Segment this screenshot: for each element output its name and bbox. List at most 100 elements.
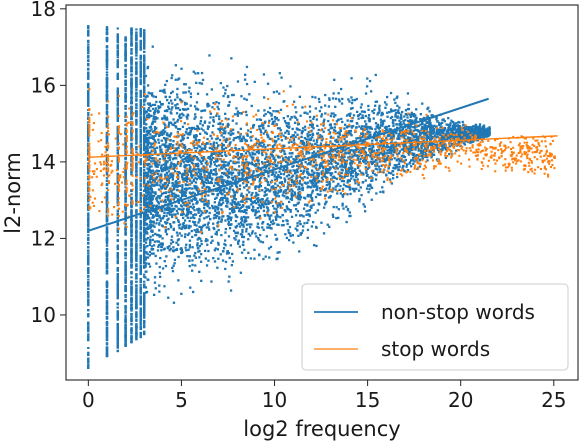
data-point	[329, 174, 333, 177]
data-point	[421, 153, 425, 157]
data-point	[255, 191, 258, 195]
data-point	[135, 179, 138, 182]
data-point	[124, 198, 127, 200]
data-point	[344, 149, 347, 152]
data-point	[143, 122, 146, 125]
data-point	[209, 116, 212, 119]
data-point	[212, 141, 215, 144]
data-point	[377, 131, 381, 134]
data-point	[143, 120, 146, 123]
data-point	[87, 365, 90, 368]
data-point	[130, 146, 133, 149]
data-point	[387, 125, 391, 128]
data-point	[139, 148, 142, 151]
data-point	[135, 118, 138, 121]
data-point	[87, 192, 90, 195]
data-point	[303, 203, 307, 206]
data-point	[130, 117, 133, 120]
data-point	[356, 114, 360, 117]
data-point	[130, 145, 133, 148]
data-point	[87, 330, 90, 333]
data-point	[268, 137, 271, 140]
data-point	[300, 132, 303, 135]
data-point	[105, 187, 109, 190]
data-point	[186, 160, 189, 163]
data-point	[130, 233, 133, 236]
data-point	[226, 170, 229, 173]
data-point	[436, 135, 439, 138]
data-point	[158, 229, 161, 232]
data-point	[329, 167, 332, 170]
data-point	[198, 218, 201, 221]
data-point	[290, 192, 293, 196]
data-point	[180, 156, 183, 159]
data-point	[143, 313, 146, 316]
data-point	[87, 328, 90, 331]
data-point	[105, 56, 109, 59]
data-point	[124, 304, 127, 307]
data-point	[152, 117, 155, 120]
data-point	[314, 167, 318, 170]
data-point	[299, 233, 302, 236]
data-point	[116, 288, 119, 291]
data-point	[280, 181, 283, 184]
data-point	[301, 106, 304, 109]
data-point	[135, 93, 138, 95]
data-point	[290, 155, 293, 158]
data-point	[116, 182, 119, 185]
data-point	[254, 153, 257, 156]
data-point	[331, 176, 334, 179]
data-point	[224, 164, 228, 167]
data-point	[87, 140, 90, 142]
data-point	[124, 39, 127, 42]
data-point	[282, 219, 285, 223]
data-point	[311, 189, 314, 192]
data-point	[205, 264, 209, 267]
data-point	[130, 62, 133, 65]
data-point	[380, 121, 383, 124]
data-point	[116, 103, 119, 106]
data-point	[270, 117, 274, 121]
data-point	[135, 319, 138, 322]
data-point	[87, 200, 90, 203]
data-point	[295, 111, 298, 114]
data-point	[153, 152, 156, 155]
data-point	[124, 338, 127, 341]
data-point	[130, 67, 133, 70]
data-point	[233, 193, 236, 197]
data-point	[298, 95, 301, 98]
data-point	[143, 197, 146, 200]
data-point	[217, 127, 220, 131]
data-point	[116, 64, 119, 67]
data-point	[124, 320, 127, 323]
data-point	[158, 178, 161, 181]
data-point	[105, 84, 109, 87]
data-point	[427, 136, 430, 140]
data-point	[130, 209, 133, 212]
data-point	[139, 90, 142, 93]
data-point	[130, 297, 133, 300]
data-point	[309, 160, 312, 163]
data-point	[139, 289, 142, 292]
data-point	[143, 196, 146, 199]
data-point	[116, 234, 119, 237]
data-point	[188, 255, 191, 258]
data-point	[401, 110, 404, 114]
data-point	[124, 192, 127, 195]
data-point	[158, 175, 161, 178]
data-point	[124, 147, 127, 149]
data-point	[167, 153, 170, 156]
data-point	[130, 337, 133, 340]
data-point	[116, 210, 119, 213]
data-point	[276, 110, 280, 113]
data-point	[135, 91, 138, 94]
data-point	[143, 333, 146, 336]
data-point	[105, 282, 109, 284]
data-point	[173, 262, 176, 265]
data-point	[135, 222, 138, 225]
data-point	[116, 155, 119, 158]
data-point	[199, 132, 202, 135]
data-point	[232, 150, 235, 153]
data-point	[224, 153, 227, 156]
data-point	[105, 309, 109, 312]
